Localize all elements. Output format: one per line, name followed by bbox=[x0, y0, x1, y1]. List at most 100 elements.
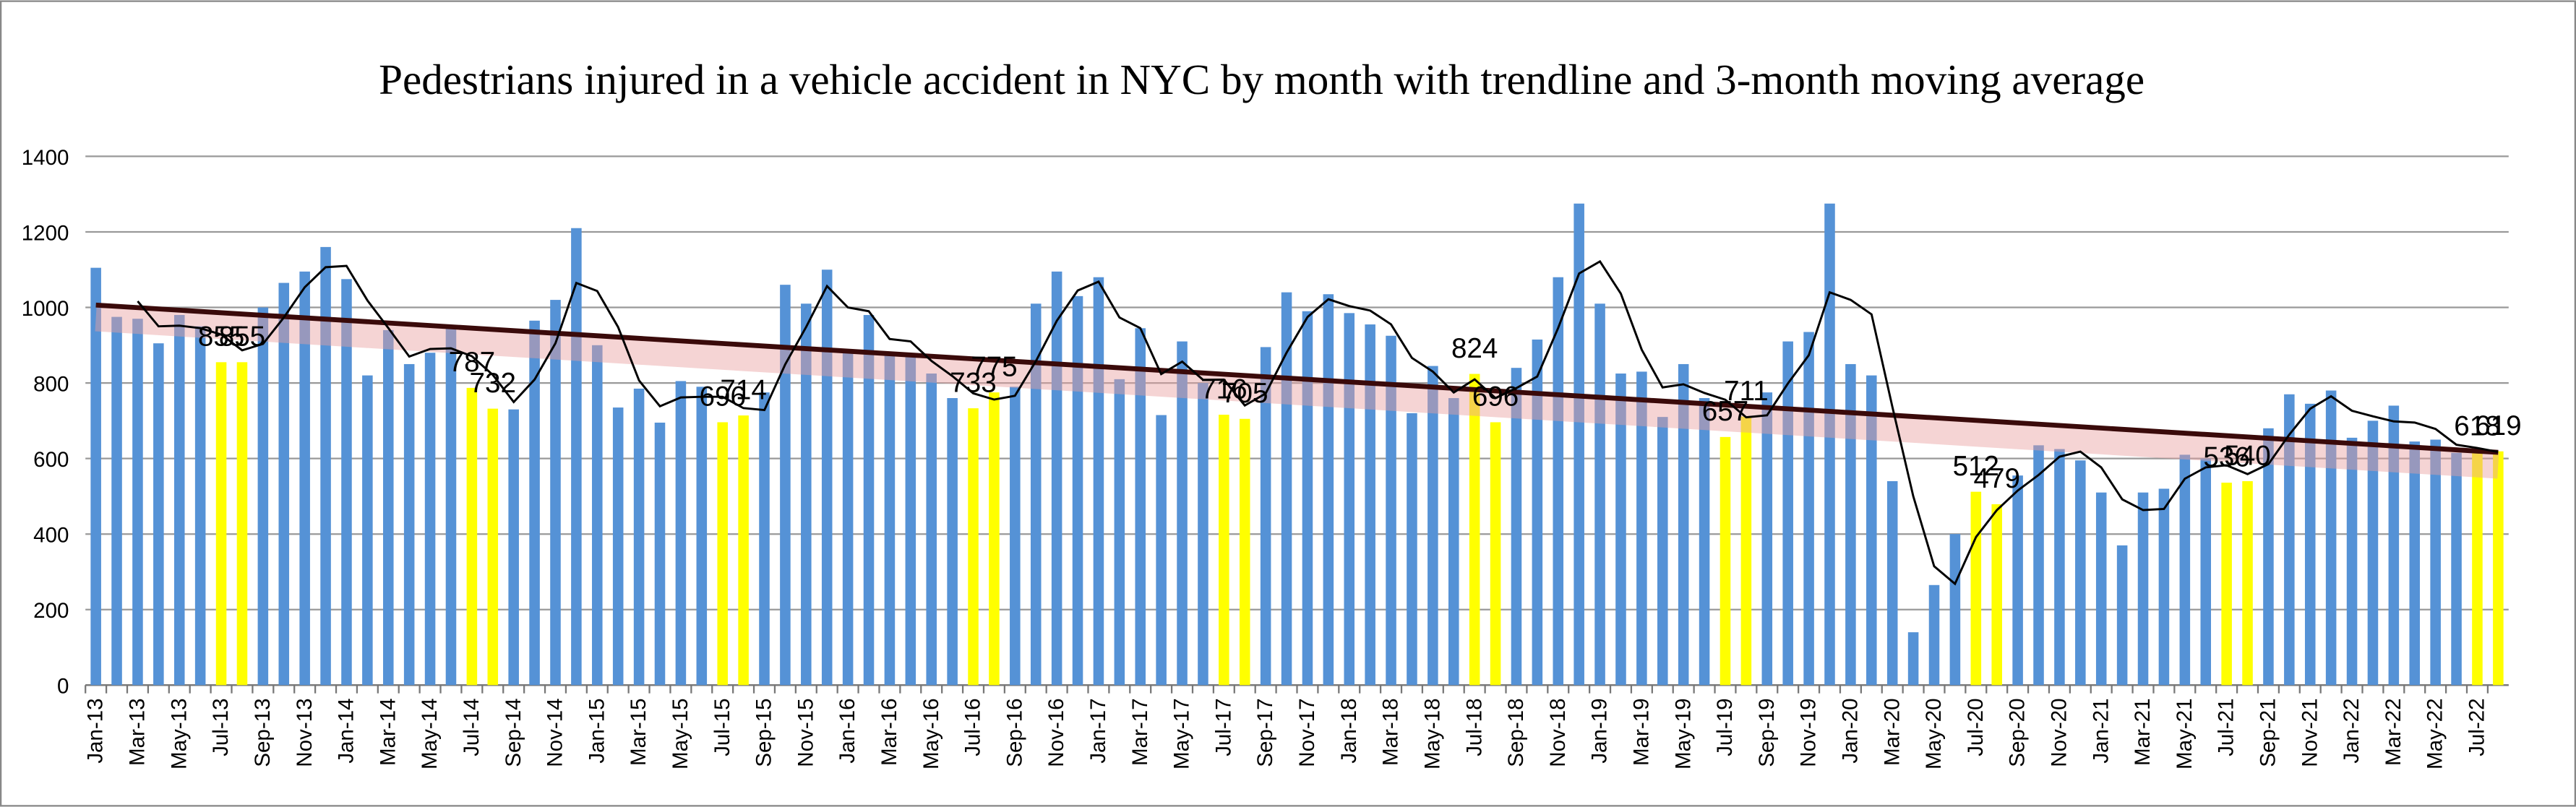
bar bbox=[1239, 418, 1250, 686]
bar bbox=[1573, 203, 1584, 686]
bar bbox=[1657, 417, 1668, 686]
bar bbox=[1845, 363, 1856, 686]
bar bbox=[1323, 294, 1334, 686]
bar bbox=[2116, 545, 2128, 686]
bar bbox=[1511, 368, 1522, 686]
bar bbox=[1093, 277, 1104, 686]
data-label: 619 bbox=[2475, 410, 2521, 441]
bar bbox=[1427, 366, 1438, 686]
bar bbox=[2158, 488, 2170, 686]
data-label: 733 bbox=[950, 367, 996, 398]
bar bbox=[612, 407, 624, 686]
data-label: 540 bbox=[2224, 440, 2270, 471]
bar bbox=[738, 415, 749, 686]
bar bbox=[1553, 277, 1564, 686]
bar bbox=[529, 320, 540, 686]
bar bbox=[173, 314, 185, 686]
bar bbox=[1114, 379, 1125, 686]
bar bbox=[2388, 405, 2400, 686]
bar bbox=[1594, 303, 1605, 686]
bar bbox=[2304, 403, 2316, 686]
bar bbox=[194, 326, 206, 686]
bar bbox=[842, 349, 854, 686]
bar bbox=[1699, 397, 1710, 686]
x-tick-label: Jan-13 bbox=[84, 698, 108, 763]
x-tick-label: Jan-21 bbox=[2089, 698, 2113, 763]
moving-average bbox=[137, 259, 2499, 586]
x-tick-label: Jul-19 bbox=[1713, 698, 1737, 756]
bar bbox=[989, 392, 1000, 686]
bar bbox=[2033, 445, 2044, 686]
x-tick-label: Sep-16 bbox=[1003, 698, 1026, 767]
x-tick-label: Nov-13 bbox=[293, 698, 317, 767]
data-label: 479 bbox=[1973, 463, 2019, 494]
bar bbox=[2472, 452, 2483, 686]
data-label: 732 bbox=[470, 368, 516, 399]
x-tick-label: Mar-17 bbox=[1128, 698, 1152, 766]
x-tick-label: Mar-14 bbox=[376, 698, 400, 766]
data-label: 716 bbox=[1201, 374, 1247, 405]
bar bbox=[111, 316, 122, 686]
bar bbox=[675, 381, 687, 686]
x-tick-label: Nov-21 bbox=[2298, 698, 2322, 767]
bar bbox=[215, 362, 227, 686]
bar bbox=[717, 422, 728, 686]
bar bbox=[2095, 492, 2107, 686]
bar bbox=[1051, 271, 1062, 686]
bar bbox=[696, 387, 708, 686]
bar bbox=[1072, 295, 1083, 686]
bar bbox=[2137, 492, 2149, 686]
x-tick-label: May-16 bbox=[919, 698, 943, 769]
bar bbox=[2200, 458, 2212, 686]
x-tick-label: Jan-16 bbox=[836, 698, 859, 763]
bar bbox=[2325, 390, 2337, 686]
bar bbox=[863, 314, 875, 686]
bar bbox=[153, 343, 164, 686]
bar bbox=[1490, 422, 1501, 686]
x-tick-label: Mar-20 bbox=[1880, 698, 1904, 766]
x-tick-label: Sep-21 bbox=[2257, 698, 2280, 767]
bar bbox=[1219, 415, 1229, 686]
bar bbox=[1281, 292, 1292, 686]
bar bbox=[884, 353, 896, 686]
bar bbox=[2367, 420, 2379, 686]
bar bbox=[466, 387, 478, 686]
x-tick-label: Jan-17 bbox=[1086, 698, 1110, 763]
bar bbox=[2451, 452, 2462, 686]
bar bbox=[1824, 203, 1835, 686]
bar bbox=[592, 345, 603, 686]
x-tick-label: Jul-14 bbox=[460, 698, 484, 756]
bar bbox=[1302, 311, 1313, 686]
bar bbox=[2263, 428, 2274, 686]
trendline-glow bbox=[95, 305, 2499, 479]
x-tick-label: May-14 bbox=[418, 698, 442, 769]
bar bbox=[424, 353, 436, 686]
bar bbox=[1010, 387, 1021, 686]
bar bbox=[132, 319, 143, 686]
bar bbox=[299, 271, 310, 686]
y-tick-label: 1200 bbox=[22, 221, 69, 245]
y-tick-label: 200 bbox=[33, 599, 69, 623]
data-label: 855 bbox=[198, 321, 244, 353]
bar bbox=[905, 356, 916, 686]
bar bbox=[1907, 632, 1919, 686]
bar bbox=[2075, 460, 2086, 686]
bar bbox=[2284, 394, 2295, 686]
bar bbox=[801, 303, 812, 686]
bar bbox=[633, 388, 645, 686]
bar bbox=[1469, 374, 1480, 686]
data-label: 536 bbox=[2203, 441, 2249, 472]
bar bbox=[2493, 451, 2504, 686]
x-tick-label: Mar-22 bbox=[2382, 698, 2405, 766]
bar bbox=[2409, 441, 2421, 686]
bar bbox=[278, 282, 290, 686]
bar bbox=[1532, 339, 1543, 686]
bar bbox=[550, 300, 561, 686]
x-tick-label: Jul-20 bbox=[1964, 698, 1988, 756]
bar bbox=[2346, 437, 2358, 686]
bar bbox=[1678, 363, 1689, 686]
x-tick-label: Nov-18 bbox=[1546, 698, 1570, 767]
x-tick-label: Mar-16 bbox=[877, 698, 901, 766]
bar bbox=[1991, 504, 2002, 686]
